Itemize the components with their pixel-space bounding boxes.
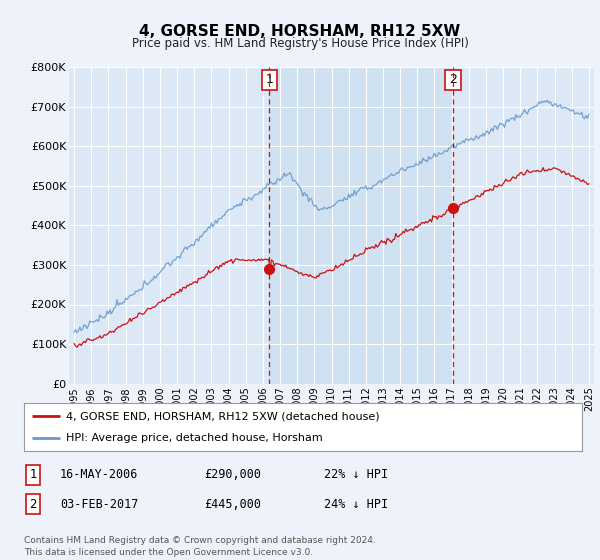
Text: Contains HM Land Registry data © Crown copyright and database right 2024.
This d: Contains HM Land Registry data © Crown c… xyxy=(24,536,376,557)
Text: 22% ↓ HPI: 22% ↓ HPI xyxy=(324,468,388,482)
Text: 16-MAY-2006: 16-MAY-2006 xyxy=(60,468,139,482)
Text: 1: 1 xyxy=(29,468,37,482)
Text: 4, GORSE END, HORSHAM, RH12 5XW: 4, GORSE END, HORSHAM, RH12 5XW xyxy=(139,24,461,39)
Text: HPI: Average price, detached house, Horsham: HPI: Average price, detached house, Hors… xyxy=(66,433,323,443)
Text: £290,000: £290,000 xyxy=(204,468,261,482)
Text: 2: 2 xyxy=(449,73,457,86)
Text: 03-FEB-2017: 03-FEB-2017 xyxy=(60,497,139,511)
Text: 1: 1 xyxy=(265,73,274,86)
Text: Price paid vs. HM Land Registry's House Price Index (HPI): Price paid vs. HM Land Registry's House … xyxy=(131,37,469,50)
Text: 2: 2 xyxy=(29,497,37,511)
Text: 24% ↓ HPI: 24% ↓ HPI xyxy=(324,497,388,511)
Bar xyxy=(269,67,453,384)
Text: 4, GORSE END, HORSHAM, RH12 5XW (detached house): 4, GORSE END, HORSHAM, RH12 5XW (detache… xyxy=(66,411,379,421)
Text: £445,000: £445,000 xyxy=(204,497,261,511)
